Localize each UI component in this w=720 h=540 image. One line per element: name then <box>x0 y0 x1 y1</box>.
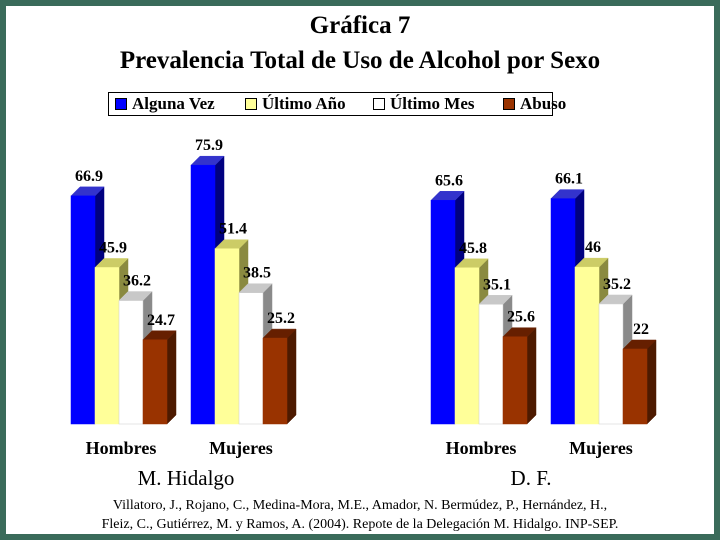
legend-swatch <box>373 98 385 110</box>
legend-item-ultimo-ano: Último Año <box>245 94 346 113</box>
group-label: M. Hidalgo <box>138 466 235 490</box>
bar <box>238 292 264 425</box>
bar <box>454 267 480 425</box>
footnote-line-2: Fleiz, C., Gutiérrez, M. y Ramos, A. (20… <box>101 517 619 532</box>
bar <box>622 348 648 425</box>
bar <box>598 303 624 425</box>
bar <box>574 266 600 425</box>
bar <box>94 267 120 425</box>
chart-subtitle: Prevalencia Total de Uso de Alcohol por … <box>119 47 601 74</box>
data-label: 75.9 <box>195 137 223 154</box>
legend-swatch <box>245 98 257 110</box>
data-label: 66.9 <box>75 168 103 185</box>
legend: Alguna Vez Último Año Último Mes Abuso <box>108 92 566 116</box>
bar-side <box>166 330 177 425</box>
category-label: Mujeres <box>209 438 273 458</box>
bar-side <box>286 328 297 425</box>
bar <box>262 337 288 425</box>
legend-item-alguna-vez: Alguna Vez <box>115 94 215 113</box>
legend-label: Último Año <box>262 94 346 113</box>
chart-title: Gráfica 7 <box>309 12 411 39</box>
category-label: Hombres <box>446 438 517 458</box>
data-label: 25.2 <box>267 310 295 327</box>
legend-item-abuso: Abuso <box>503 94 567 113</box>
bar <box>430 200 456 425</box>
bar-side <box>646 339 657 425</box>
bar <box>190 164 216 425</box>
data-label: 22 <box>633 321 649 338</box>
legend-label: Abuso <box>520 94 567 113</box>
bar-side <box>526 327 537 425</box>
group-label: D. F. <box>511 466 552 490</box>
data-label: 51.4 <box>219 221 247 238</box>
data-label: 45.8 <box>459 240 487 257</box>
category-label: Mujeres <box>569 438 633 458</box>
data-label: 24.7 <box>147 312 175 329</box>
category-label: Hombres <box>86 438 157 458</box>
data-label: 65.6 <box>435 172 463 189</box>
legend-swatch <box>503 98 515 110</box>
bar <box>70 195 96 425</box>
data-label: 45.9 <box>99 239 127 256</box>
data-label: 25.6 <box>507 309 535 326</box>
bar <box>142 339 168 425</box>
data-label: 38.5 <box>243 265 271 282</box>
bar <box>478 304 504 425</box>
legend-label: Último Mes <box>390 94 475 113</box>
bar <box>118 300 144 425</box>
data-label: 66.1 <box>555 171 583 188</box>
data-label: 35.2 <box>603 276 631 293</box>
data-label: 35.1 <box>483 276 511 293</box>
bar <box>502 336 528 425</box>
bar <box>550 198 576 425</box>
legend-swatch <box>115 98 127 110</box>
footnote-line-1: Villatoro, J., Rojano, C., Medina-Mora, … <box>112 498 608 513</box>
legend-item-ultimo-mes: Último Mes <box>373 94 475 113</box>
legend-label: Alguna Vez <box>132 94 215 113</box>
data-label: 36.2 <box>123 273 151 290</box>
data-label: 46 <box>585 239 601 256</box>
bar <box>214 248 240 425</box>
